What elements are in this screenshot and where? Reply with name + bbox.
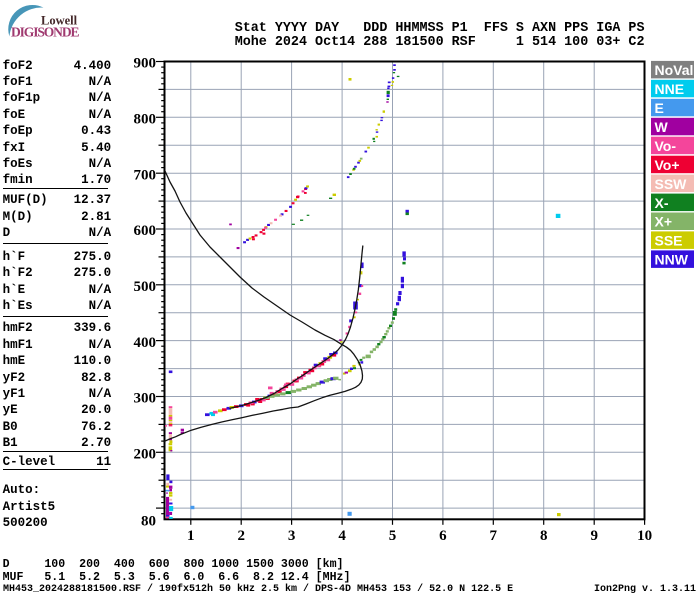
svg-text:SSW: SSW xyxy=(655,176,688,192)
svg-text:W: W xyxy=(655,119,669,135)
svg-text:10: 10 xyxy=(637,528,652,544)
svg-text:NoVal: NoVal xyxy=(655,62,694,78)
svg-text:Lowell: Lowell xyxy=(41,14,78,28)
svg-text:6: 6 xyxy=(439,528,447,544)
svg-text:700: 700 xyxy=(134,167,157,183)
svg-text:1: 1 xyxy=(187,528,195,544)
svg-text:8: 8 xyxy=(540,528,548,544)
svg-text:80: 80 xyxy=(141,513,156,529)
svg-text:4: 4 xyxy=(338,528,346,544)
svg-text:500: 500 xyxy=(134,279,157,295)
svg-text:3: 3 xyxy=(288,528,296,544)
svg-text:400: 400 xyxy=(134,335,157,351)
svg-text:200: 200 xyxy=(134,447,157,463)
svg-text:NNW: NNW xyxy=(655,252,689,268)
svg-text:E: E xyxy=(655,100,664,116)
svg-text:7: 7 xyxy=(490,528,498,544)
svg-text:Vo-: Vo- xyxy=(655,138,677,154)
svg-text:X-: X- xyxy=(655,195,669,211)
svg-text:SSE: SSE xyxy=(655,233,683,249)
svg-text:800: 800 xyxy=(134,112,157,128)
svg-text:Vo+: Vo+ xyxy=(655,157,680,173)
svg-text:300: 300 xyxy=(134,391,157,407)
svg-text:DIGISONDE: DIGISONDE xyxy=(11,24,79,39)
svg-text:X+: X+ xyxy=(655,214,673,230)
svg-text:5: 5 xyxy=(389,528,397,544)
svg-text:9: 9 xyxy=(590,528,598,544)
svg-text:NNE: NNE xyxy=(655,81,685,97)
svg-text:600: 600 xyxy=(134,223,157,239)
svg-text:900: 900 xyxy=(134,56,157,72)
svg-text:2: 2 xyxy=(237,528,245,544)
